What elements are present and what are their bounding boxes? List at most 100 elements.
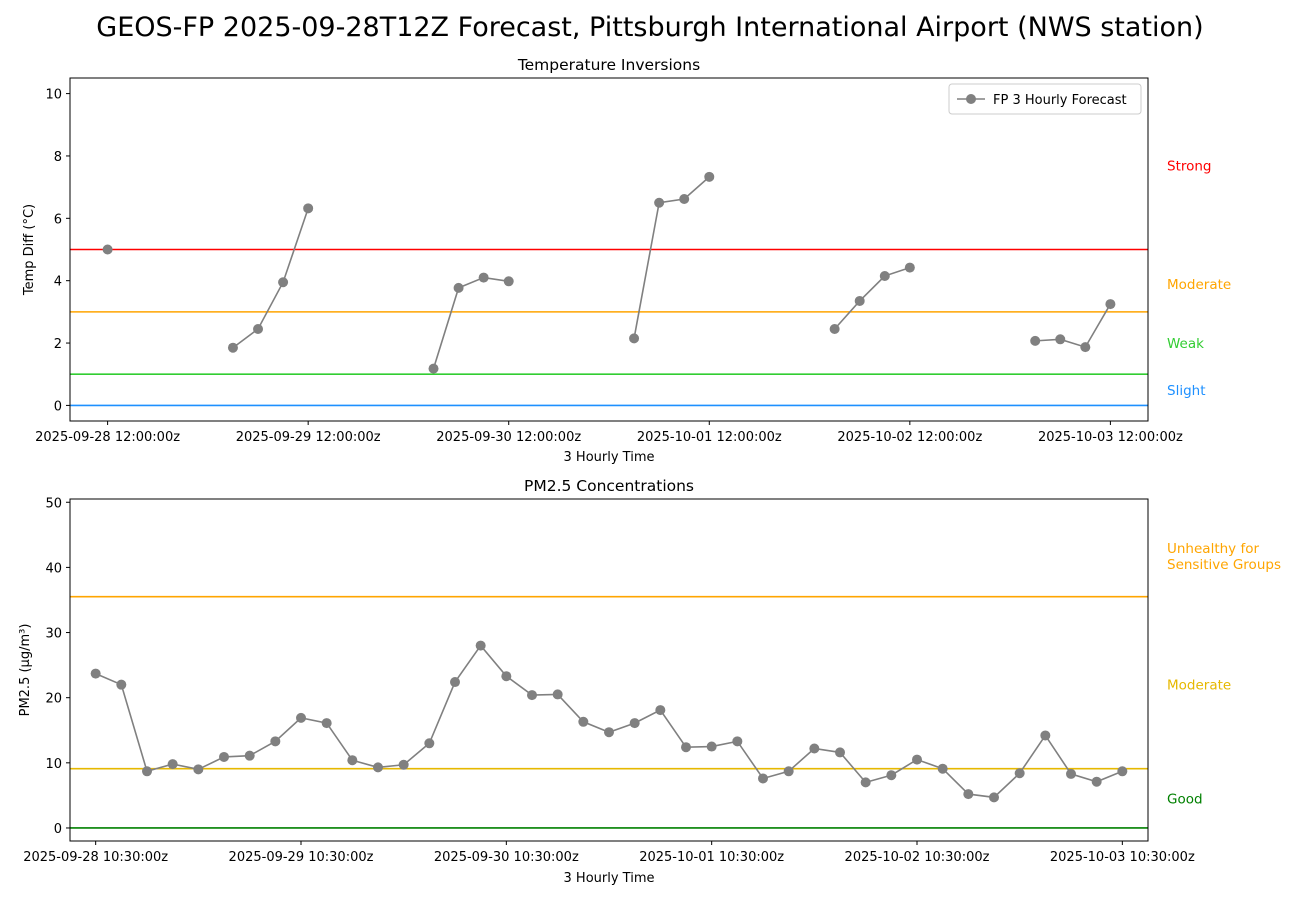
data-point <box>90 668 101 679</box>
x-tick-label: 2025-09-30 12:00:00z <box>436 430 581 445</box>
chart-title: Temperature Inversions <box>517 56 700 74</box>
data-point <box>706 741 717 752</box>
data-point <box>450 677 460 688</box>
series-line <box>432 276 509 369</box>
x-tick-label: 2025-10-01 12:00:00z <box>637 430 782 445</box>
data-point <box>227 342 238 353</box>
y-tick-label: 10 <box>45 88 62 103</box>
x-tick-label: 2025-09-29 10:30:00z <box>229 850 374 865</box>
plot-frame <box>69 498 1149 842</box>
legend-box <box>948 83 1142 115</box>
data-point <box>783 766 794 777</box>
legend-marker <box>966 94 976 104</box>
data-point <box>1066 768 1076 779</box>
data-point <box>1091 776 1102 787</box>
data-point <box>270 736 281 747</box>
data-point <box>321 718 332 729</box>
x-tick-label: 2025-09-30 10:30:00z <box>434 850 579 865</box>
x-tick-label: 2025-09-28 12:00:00z <box>35 430 180 445</box>
data-point <box>428 363 439 374</box>
x-axis-label: 3 Hourly Time <box>564 871 655 886</box>
threshold-label: Slight <box>1167 383 1206 399</box>
y-tick-label: 10 <box>45 757 62 772</box>
data-point <box>629 333 640 344</box>
data-point <box>193 764 204 775</box>
data-point <box>244 750 255 761</box>
data-point <box>1030 335 1041 346</box>
x-tick-label: 2025-10-03 12:00:00z <box>1038 430 1183 445</box>
data-point <box>347 755 358 766</box>
data-point <box>704 171 715 182</box>
data-point <box>116 679 127 690</box>
data-point <box>475 640 486 651</box>
data-point <box>829 324 840 335</box>
data-point <box>398 759 409 770</box>
data-point <box>578 716 589 727</box>
data-point <box>1080 342 1091 353</box>
threshold-label: Weak <box>1167 336 1204 352</box>
x-tick-label: 2025-10-02 10:30:00z <box>845 850 990 865</box>
data-point <box>1117 766 1128 777</box>
series-line <box>633 176 710 339</box>
series-line <box>232 208 309 349</box>
data-point <box>1105 299 1116 310</box>
data-point <box>424 738 435 749</box>
y-axis-label: PM2.5 (μg/m³) <box>18 624 33 717</box>
data-point <box>373 762 383 773</box>
data-point <box>278 277 289 288</box>
y-tick-label: 8 <box>54 150 62 165</box>
threshold-label: Unhealthy for <box>1167 541 1259 557</box>
data-point <box>860 777 871 788</box>
data-point <box>886 770 897 781</box>
series-line <box>834 266 911 330</box>
data-point <box>478 272 489 283</box>
data-point <box>904 262 915 273</box>
data-point <box>167 759 178 770</box>
x-tick-label: 2025-10-02 12:00:00z <box>837 430 982 445</box>
data-point <box>552 689 563 700</box>
y-tick-label: 40 <box>45 561 62 576</box>
x-tick-label: 2025-10-03 10:30:00z <box>1050 850 1195 865</box>
data-point <box>989 792 999 803</box>
y-tick-label: 4 <box>54 275 62 290</box>
y-tick-label: 2 <box>54 337 62 352</box>
data-point <box>1040 730 1051 741</box>
x-tick-label: 2025-09-28 10:30:00z <box>23 850 168 865</box>
plot-frame <box>69 77 1149 422</box>
series-line <box>95 644 1123 799</box>
data-point <box>879 271 890 282</box>
data-point <box>654 197 665 208</box>
data-point <box>963 789 974 800</box>
x-tick-label: 2025-09-29 12:00:00z <box>236 430 381 445</box>
data-point <box>1014 768 1025 779</box>
data-point <box>296 712 306 723</box>
y-tick-label: 30 <box>45 627 62 642</box>
y-tick-label: 20 <box>45 692 62 707</box>
data-point <box>629 718 640 729</box>
series-line <box>1035 303 1112 349</box>
data-point <box>142 766 152 777</box>
y-tick-label: 6 <box>54 212 62 227</box>
x-axis-label: 3 Hourly Time <box>564 450 655 465</box>
y-tick-label: 0 <box>54 399 62 414</box>
data-point <box>854 295 865 306</box>
data-point <box>937 763 948 774</box>
data-point <box>527 690 537 701</box>
data-point <box>758 773 768 784</box>
data-point <box>912 754 922 765</box>
data-point <box>681 742 691 753</box>
data-point <box>679 193 690 204</box>
data-point <box>809 743 820 754</box>
data-point <box>732 736 743 747</box>
data-point <box>1055 334 1066 345</box>
data-point <box>501 671 512 682</box>
data-point <box>453 282 464 293</box>
y-tick-label: 50 <box>45 496 62 511</box>
data-point <box>835 747 845 758</box>
page-title: GEOS-FP 2025-09-28T12Z Forecast, Pittsbu… <box>96 12 1204 43</box>
y-axis-label: Temp Diff (°C) <box>22 204 37 296</box>
legend-label: FP 3 Hourly Forecast <box>993 93 1127 108</box>
data-point <box>303 203 314 214</box>
threshold-label: Moderate <box>1167 678 1231 694</box>
